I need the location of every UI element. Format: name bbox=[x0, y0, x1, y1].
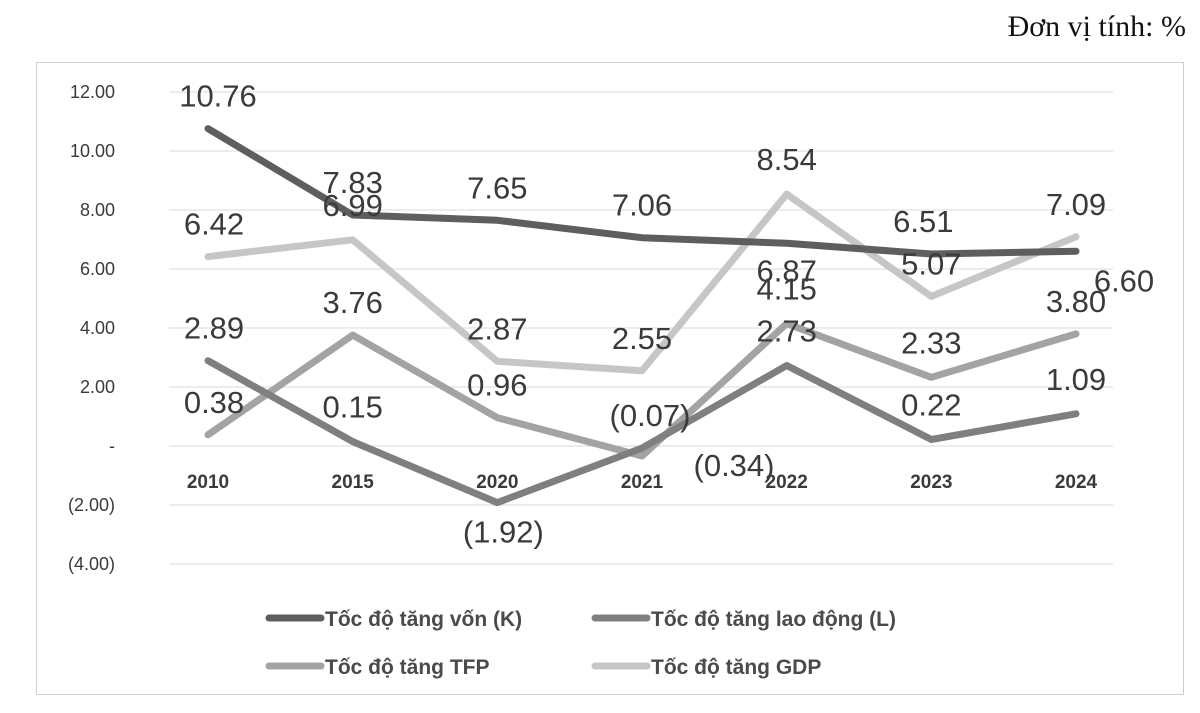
y-tick-label: 4.00 bbox=[80, 318, 115, 338]
y-axis-ticks: 12.00 10.00 8.00 6.00 4.00 2.00 - (2.00) (4.00) bbox=[68, 82, 115, 574]
data-label: 0.22 bbox=[901, 388, 961, 423]
x-tick-label: 2015 bbox=[332, 472, 375, 493]
y-tick-label: 8.00 bbox=[80, 200, 115, 220]
data-label: 2.73 bbox=[756, 313, 816, 348]
y-tick-label: 12.00 bbox=[70, 82, 115, 102]
data-label: 7.65 bbox=[467, 170, 527, 205]
x-tick-label: 2022 bbox=[766, 472, 808, 493]
data-label: (0.07) bbox=[610, 398, 691, 433]
data-label: 1.09 bbox=[1046, 362, 1106, 397]
chart-frame: 12.00 10.00 8.00 6.00 4.00 2.00- (2.00) (4.00) … bbox=[36, 62, 1184, 695]
series-lines bbox=[204, 125, 1080, 507]
data-label: 7.09 bbox=[1046, 187, 1106, 222]
y-tick-label: (4.00) bbox=[68, 554, 115, 574]
series-line-0 bbox=[204, 125, 1080, 258]
y-tick-label: 2.00 bbox=[80, 377, 115, 397]
x-tick-label: 2020 bbox=[476, 472, 518, 493]
data-label: (0.34) bbox=[694, 448, 775, 483]
legend-item: Tốc độ tăng TFP bbox=[265, 656, 489, 679]
data-label: 2.33 bbox=[901, 325, 961, 360]
series-line-1 bbox=[204, 357, 1080, 507]
gridlines bbox=[169, 91, 1113, 565]
data-label: 7.83 bbox=[322, 165, 382, 200]
data-label: 0.38 bbox=[184, 385, 244, 420]
data-labels: 10.76 7.83 7.65 7.06 6.87 6.51 6.60 2.89 0.15 (1.… bbox=[179, 79, 1154, 550]
y-tick-label: - bbox=[109, 436, 115, 456]
data-label: 2.87 bbox=[467, 311, 527, 346]
data-label: (1.92) bbox=[463, 515, 544, 550]
data-label: 6.51 bbox=[893, 204, 953, 239]
line-chart: 12.0010.008.006.004.002.00-(2.00)(4.00) … bbox=[68, 79, 1154, 679]
data-label: 6.99 bbox=[322, 188, 382, 223]
legend: Tốc độ tăng vốn (K) Tốc độ tăng lao động … bbox=[265, 608, 896, 679]
legend-label: Tốc độ tăng vốn (K) bbox=[325, 608, 522, 631]
data-label: 2.89 bbox=[184, 311, 244, 346]
y-tick-label: 6.00 bbox=[80, 259, 115, 279]
data-label: 6.60 bbox=[1094, 263, 1154, 298]
x-tick-label: 2024 bbox=[1055, 472, 1098, 493]
series-line-3 bbox=[204, 190, 1080, 375]
data-label: 6.42 bbox=[184, 207, 244, 242]
x-tick-label: 2021 bbox=[621, 472, 664, 493]
y-tick-label: (2.00) bbox=[68, 495, 115, 515]
data-label: 4.15 bbox=[756, 272, 816, 307]
data-label: 5.07 bbox=[901, 246, 961, 281]
legend-item: Tốc độ tăng vốn (K) bbox=[265, 608, 522, 631]
data-label: 0.96 bbox=[467, 368, 527, 403]
x-axis-ticks: 2010 2015 2020 2021 2022 2023 2024 bbox=[187, 472, 1098, 493]
data-label: 8.54 bbox=[756, 142, 816, 177]
legend-item: Tốc độ tăng GDP bbox=[591, 656, 821, 679]
data-label: 0.15 bbox=[322, 390, 382, 425]
unit-label: Đơn vị tính: % bbox=[1007, 10, 1186, 43]
data-label: 2.55 bbox=[612, 321, 672, 356]
data-label: 7.06 bbox=[612, 188, 672, 223]
legend-item: Tốc độ tăng lao động (L) bbox=[591, 608, 896, 631]
data-label: 3.76 bbox=[322, 285, 382, 320]
legend-label: Tốc độ tăng lao động (L) bbox=[651, 608, 896, 631]
series-line-2 bbox=[204, 320, 1080, 460]
legend-label: Tốc độ tăng GDP bbox=[651, 656, 821, 679]
x-tick-label: 2023 bbox=[910, 472, 952, 493]
legend-label: Tốc độ tăng TFP bbox=[325, 656, 489, 679]
data-label: 6.87 bbox=[756, 253, 816, 288]
data-label: 3.80 bbox=[1046, 284, 1106, 319]
y-tick-label: 10.00 bbox=[70, 141, 115, 161]
data-label: 10.76 bbox=[179, 79, 257, 114]
x-tick-label: 2010 bbox=[187, 472, 229, 493]
